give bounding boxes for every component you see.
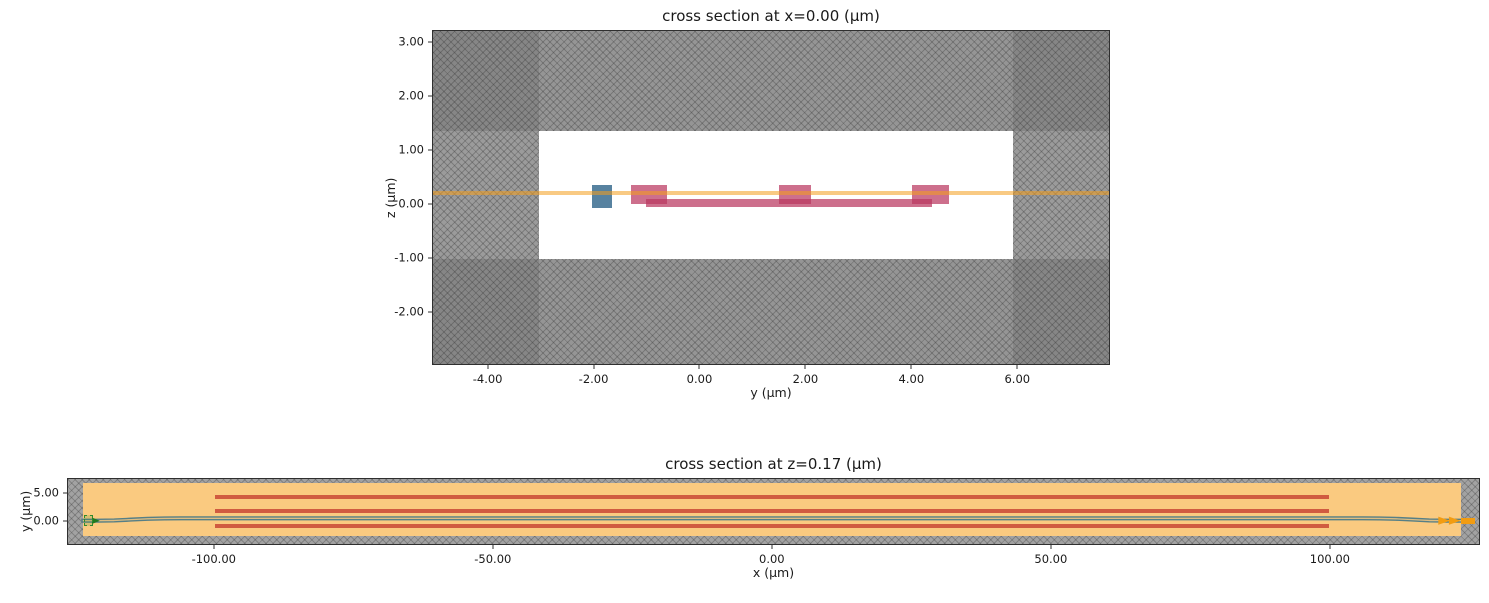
x-tick-mark [1016,365,1018,369]
waveguide-core [592,185,613,208]
doped-strip-top [214,495,1330,499]
y-tick-label: 1.00 [398,142,424,157]
y-tick-label: 2.00 [398,88,424,103]
y-tick-mark [63,492,67,494]
heater-layer-strip [433,191,1109,196]
axes-cross-section-x: -4.00 -2.00 0.00 2.00 4.00 6.00 3.00 2.00 1.00 0.… [394,30,1110,386]
x-tick-mark [910,365,912,369]
y-axis-label: y (μm) [18,490,33,533]
mode-monitor-arrow-1 [1438,516,1451,525]
x-tick-label: 50.00 [1034,552,1068,566]
y-tick-mark [428,95,432,97]
mode-monitor-bar [1460,517,1476,524]
plot-title: cross section at x=0.00 (μm) [662,7,880,25]
x-tick-label: -2.00 [578,372,609,386]
waveguide-outline [82,517,1462,522]
doped-strip-bottom [214,524,1330,528]
x-tick-label: 6.00 [1004,372,1031,386]
figure-cross-section-z: cross section at z=0.17 (μm) x (μm) y (μ… [18,455,1480,580]
x-tick-label: 2.00 [792,372,819,386]
pml-right-column [1012,31,1109,364]
x-tick-label: 0.00 [759,552,785,566]
y-tick-mark [428,41,432,43]
x-tick-label: 4.00 [898,372,925,386]
doped-strip-mid [214,509,1330,513]
y-tick-label: 0.00 [398,196,424,211]
x-axis-label: y (μm) [750,385,792,400]
y-tick-label: 3.00 [398,34,424,49]
y-tick-label: -2.00 [394,304,424,319]
x-tick-mark [593,365,595,369]
mode-monitor-arrow-2 [1448,516,1461,525]
pml-left-column [433,31,539,364]
x-tick-mark [1050,545,1052,549]
y-tick-label: 5.00 [33,485,59,500]
y-tick-label: 0.00 [33,513,59,528]
axes-cross-section-z: -100.00 -50.00 0.00 50.00 100.00 5.00 0.00 [33,478,1480,566]
x-tick-label: -50.00 [474,552,512,566]
bottom-dark-band [433,259,1109,364]
plot-area [67,478,1480,545]
x-tick-mark [698,365,700,369]
x-tick-label: -100.00 [191,552,236,566]
mode-source-box [83,515,93,527]
x-tick-mark [1329,545,1331,549]
shapes-overlay [433,31,1109,364]
y-tick-mark [428,203,432,205]
top-dark-band [433,31,1109,132]
x-tick-mark [771,545,773,549]
figure-cross-section-x: cross section at x=0.00 (μm) y (μm) z (μ… [383,7,1110,400]
x-tick-mark [492,545,494,549]
y-tick-mark [63,520,67,522]
y-tick-label: -1.00 [394,250,424,265]
x-tick-label: -4.00 [472,372,503,386]
x-tick-label: 0.00 [686,372,713,386]
x-tick-mark [804,365,806,369]
plot-area [432,30,1110,365]
y-tick-mark [428,257,432,259]
x-tick-mark [487,365,489,369]
mode-source-arrow [91,517,100,524]
x-tick-mark [213,545,215,549]
plot-title: cross section at z=0.17 (μm) [665,455,882,473]
y-tick-mark [428,149,432,151]
shapes-overlay [68,516,1479,525]
slab-layer [645,198,932,207]
x-axis-label: x (μm) [752,565,795,580]
y-tick-mark [428,311,432,313]
x-tick-label: 100.00 [1309,552,1350,566]
